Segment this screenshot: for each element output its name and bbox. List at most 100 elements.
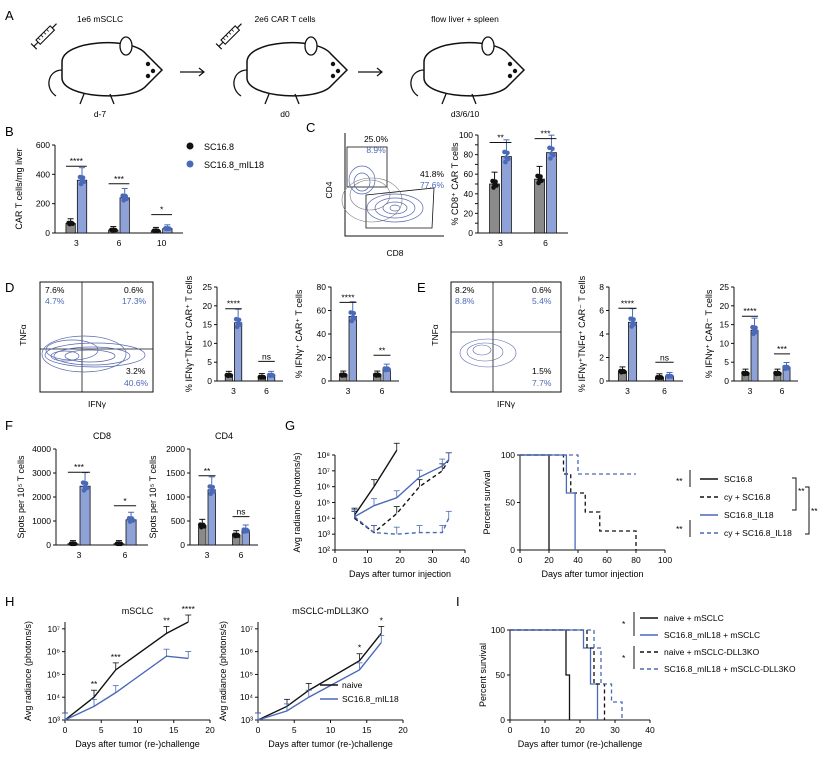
y-axis-label: Spots per 10⁵ T cells	[16, 455, 26, 538]
bar-sc16-8	[534, 178, 545, 234]
x-tick-label: 0	[63, 725, 68, 735]
significance-label: ns	[660, 352, 669, 362]
legend-label: naive + mSCLC	[664, 613, 724, 623]
significance-label: *	[622, 653, 626, 663]
legend-label: SC16.8_mIL18	[342, 694, 399, 704]
significance-label: **	[91, 679, 98, 689]
significance-label: **	[497, 133, 504, 143]
flow-d-tr-black: 0.6%	[124, 285, 144, 295]
x-tick-label: 15	[169, 725, 179, 735]
data-point	[199, 523, 205, 529]
schematic-step-2: 2e6 CAR T cells d0	[215, 14, 348, 119]
y-tick-label: 600	[36, 140, 50, 150]
flow-c-quadrant-br-black: 41.8%	[420, 169, 445, 179]
y-tick-label: 1000	[166, 492, 185, 502]
schematic-step1-label: 1e6 mSCLC	[77, 14, 123, 24]
x-tick-label: 20	[398, 725, 408, 735]
x-tick-label: 60	[602, 555, 612, 565]
arrow-icon	[358, 67, 383, 77]
y-tick-label: 80	[464, 150, 474, 160]
significance-bracket	[792, 477, 810, 535]
series-line	[354, 459, 450, 534]
flow-c-xlabel: CD8	[386, 248, 403, 258]
schematic-step3-label: flow liver + spleen	[431, 14, 499, 24]
series-line	[64, 621, 189, 721]
data-point	[259, 374, 265, 380]
x-tick-label: 15	[362, 725, 372, 735]
panel-label-d: D	[5, 280, 14, 295]
flow-e-ylabel: TNFα	[430, 324, 440, 346]
survival-curve	[520, 454, 550, 550]
x-tick-label: 20	[575, 725, 585, 735]
chart-title: mSCLC	[122, 606, 154, 616]
bar-chart-b: 0 200 400 600 CAR T cells/mg liver 3 **** 6 *** 1…	[14, 140, 183, 248]
bar-chart-e1: 0 2 4 6 8 % IFNγ⁺TNFα⁺ CAR⁻ T cells 3 **** 6 ns	[577, 275, 683, 396]
x-axis-label: Days after tumor (re-)challenge	[518, 739, 643, 749]
x-tick-label: 3	[498, 238, 503, 248]
y-tick-label: 10⁷	[240, 624, 253, 634]
y-tick-label: 10	[203, 338, 213, 348]
data-point	[667, 374, 672, 379]
axis-line	[334, 455, 465, 551]
legend-label: cy + SC16.8	[724, 492, 771, 502]
flow-c-quadrant-tl-black: 25.0%	[364, 134, 389, 144]
line-chart-h2: 10³ 10⁴ 10⁵ 10⁶ 10⁷ 0 5 10 15 20 Avg radiance (pho…	[218, 606, 408, 749]
flow-c-quadrant-br-blue: 77.6%	[420, 180, 445, 190]
y-tick-label: 2	[599, 353, 604, 363]
y-tick-label: 0	[510, 545, 515, 555]
bar-chart-d1: 0 5 10 15 20 25 % IFNγ⁺TNFα⁺ CAR⁺ T cells 3 ****…	[184, 275, 283, 396]
panel-label-f: F	[5, 418, 13, 433]
data-point	[153, 228, 159, 234]
y-axis-label: Avg radiance (photons/s)	[23, 621, 33, 721]
significance-label: **	[163, 615, 170, 625]
y-tick-label: 2000	[166, 444, 185, 454]
significance-label: ****	[70, 156, 84, 166]
y-tick-label: 5	[207, 357, 212, 367]
schematic-step-3: flow liver + spleen d3/6/10	[410, 14, 525, 119]
x-tick-label: 20	[205, 725, 215, 735]
y-axis-label: % CD8⁺ CAR T cells	[450, 142, 460, 225]
y-axis-label: Avg radiance (photons/s)	[292, 453, 302, 553]
y-axis-label: Percent survival	[482, 470, 492, 534]
x-tick-label: 40	[460, 555, 470, 565]
significance-label: **	[798, 486, 805, 496]
flow-e-xlabel: IFNγ	[497, 399, 516, 409]
y-tick-label: 10⁵	[317, 498, 330, 508]
legend-label: SC16.8_mIL18 + mSCLC-DLL3KO	[664, 664, 796, 674]
y-tick-label: 60	[464, 169, 474, 179]
series-line	[257, 632, 382, 721]
data-point	[243, 528, 249, 534]
data-point	[236, 317, 242, 323]
y-tick-label: 8	[599, 282, 604, 292]
x-tick-label: 5	[292, 725, 297, 735]
y-tick-label: 0	[599, 376, 604, 386]
bar-sc16-8-mil18	[76, 179, 88, 234]
data-point	[537, 177, 542, 183]
panel-label-g: G	[285, 418, 295, 433]
bar-sc16-8-mil18	[234, 322, 243, 382]
significance-label: *	[123, 496, 127, 506]
arrow-icon	[180, 67, 205, 77]
y-tick-label: 10⁴	[317, 513, 330, 523]
legend-label: SC16.8_IL18	[724, 510, 774, 520]
bar-sc16-8-mil18	[79, 485, 91, 546]
axis-line	[519, 455, 665, 551]
y-tick-label: 50	[496, 670, 506, 680]
x-tick-label: 80	[631, 555, 641, 565]
y-tick-label: 3000	[32, 468, 51, 478]
series-line	[64, 655, 189, 721]
legend-label-sc16-8-mil18: SC16.8_mIL18	[204, 160, 264, 170]
y-tick-label: 10²	[318, 545, 330, 555]
y-tick-label: 5	[724, 357, 729, 367]
axis-line	[64, 622, 210, 721]
x-tick-label: 10	[326, 725, 336, 735]
y-tick-label: 0	[500, 715, 505, 725]
panel-label-i: I	[456, 594, 460, 609]
y-tick-label: 100	[459, 130, 473, 140]
chart-title: CD8	[93, 431, 111, 441]
y-axis-label: % IFNγ⁺TNFα⁺ CAR⁻ T cells	[577, 275, 587, 392]
y-tick-label: 100	[491, 625, 505, 635]
panel-label-h: H	[5, 594, 14, 609]
x-tick-label: 0	[333, 555, 338, 565]
y-tick-label: 25	[720, 282, 730, 292]
